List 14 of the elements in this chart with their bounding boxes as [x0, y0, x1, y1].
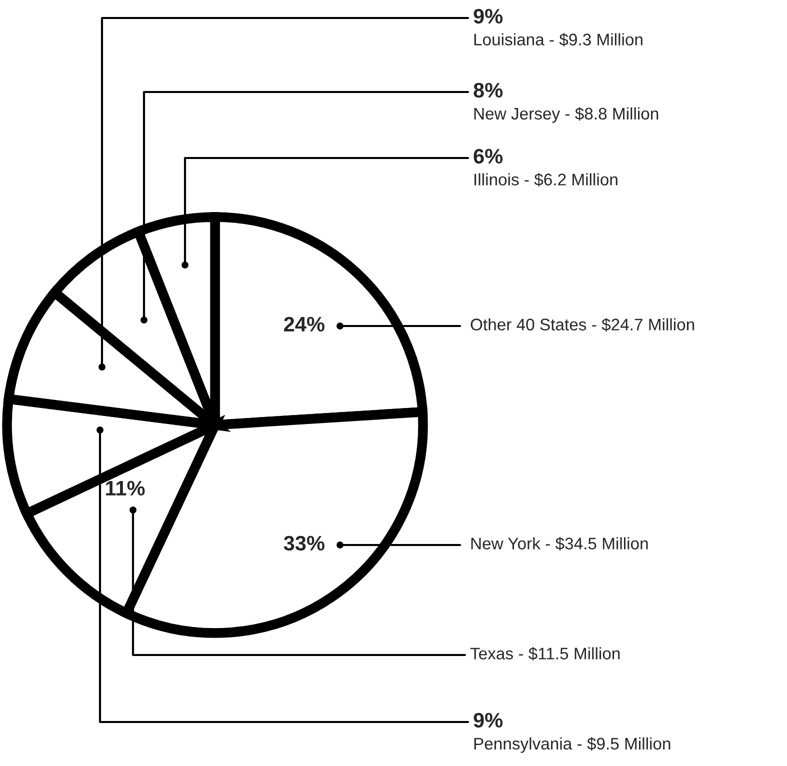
- data-label: 9%: [474, 712, 503, 728]
- slice-label: New York - $34.5 Million: [471, 536, 648, 550]
- slice-label: Illinois - $6.2 Million: [474, 172, 618, 186]
- slice-label: Pennsylvania - $9.5 Million: [474, 737, 670, 753]
- data-label: 9%: [474, 8, 503, 24]
- data-label: 24%: [284, 316, 324, 332]
- slice-label: Louisiana - $9.3 Million: [474, 32, 642, 46]
- slice-label: New Jersey - $8.8 Million: [474, 107, 658, 123]
- data-label: 11%: [106, 480, 145, 496]
- slice-label: Texas - $11.5 Million: [470, 646, 620, 660]
- data-label: 8%: [474, 82, 503, 98]
- data-label: 33%: [284, 536, 324, 551]
- slice-label: Other 40 States - $24.7 Million: [470, 318, 694, 332]
- data-label: 6%: [474, 148, 503, 164]
